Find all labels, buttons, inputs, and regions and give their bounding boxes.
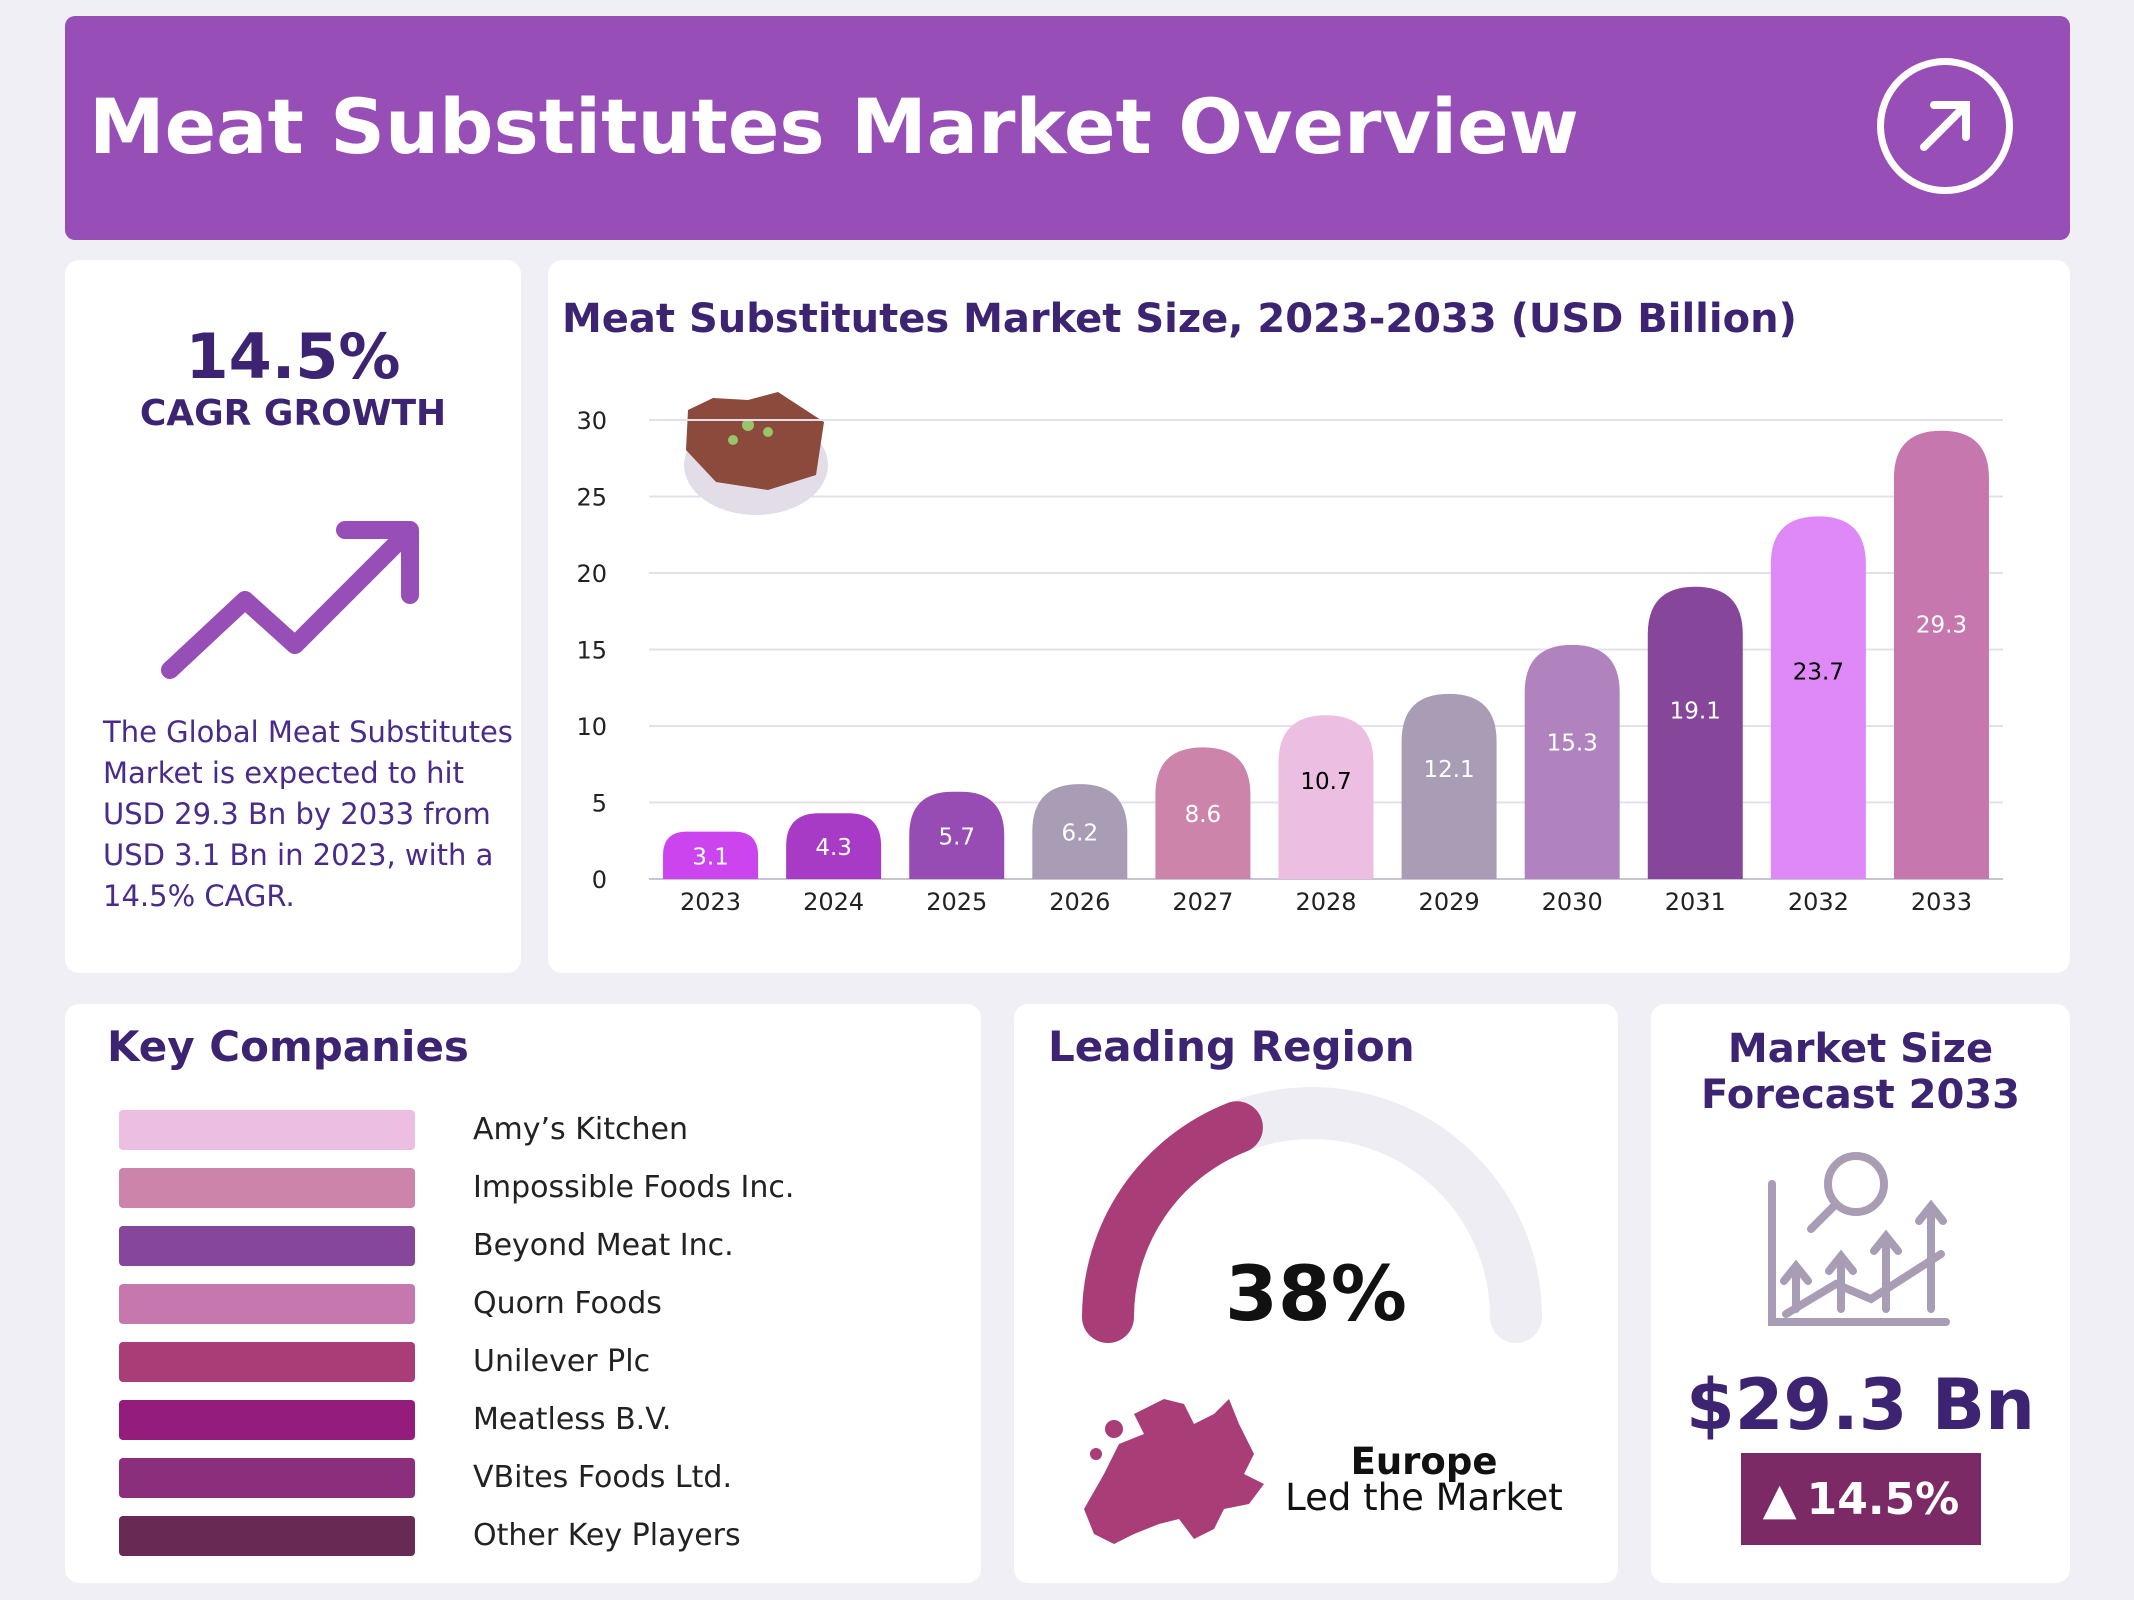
company-name: Beyond Meat Inc. <box>473 1228 734 1263</box>
cagr-description: The Global Meat Substitutes Market is ex… <box>103 715 513 913</box>
header-banner: Meat Substitutes Market Overview <box>65 16 2070 240</box>
company-swatch <box>119 1284 415 1324</box>
chart-card: Meat Substitutes Market Size, 2023-2033 … <box>548 260 2070 973</box>
x-tick-label: 2031 <box>1665 888 1726 916</box>
key-companies-card: Key Companies Amy’s Kitchen Impossible F… <box>65 1004 981 1583</box>
y-tick-label: 30 <box>576 407 607 435</box>
y-tick-label: 0 <box>592 866 607 894</box>
bar-value-label: 29.3 <box>1916 612 1967 638</box>
europe-map-icon <box>1084 1399 1264 1544</box>
bar-value-label: 19.1 <box>1670 698 1721 724</box>
x-tick-label: 2028 <box>1295 888 1356 916</box>
arrow-up-right-icon[interactable] <box>1877 58 2013 194</box>
forecast-title-2: Forecast 2033 <box>1701 1072 2020 1118</box>
y-tick-label: 15 <box>576 637 607 665</box>
company-swatch <box>119 1226 415 1266</box>
trend-arrow-icon <box>161 521 419 679</box>
company-swatch <box>119 1110 415 1150</box>
bar-value-label: 15.3 <box>1547 730 1598 756</box>
bar-chart: 0510152025303.120234.320245.720256.22026… <box>576 392 2003 916</box>
y-tick-label: 5 <box>592 790 607 818</box>
bar-value-label: 3.1 <box>692 844 729 870</box>
triangle-up-icon: ▲ <box>1762 1473 1797 1525</box>
y-tick-label: 10 <box>576 713 607 741</box>
bar-2032 <box>1770 516 1866 879</box>
bar-2024 <box>786 813 882 879</box>
bar-value-label: 12.1 <box>1423 757 1474 783</box>
bar-2027 <box>1155 747 1251 879</box>
bar-value-label: 5.7 <box>938 824 975 850</box>
x-tick-label: 2026 <box>1049 888 1110 916</box>
companies-title: Key Companies <box>107 1022 469 1071</box>
company-swatch <box>119 1458 415 1498</box>
page-title: Meat Substitutes Market Overview <box>89 82 1579 171</box>
cagr-label: CAGR GROWTH <box>139 393 447 434</box>
cagr-card: 14.5% CAGR GROWTH The Global Meat Substi… <box>65 260 521 973</box>
company-name: Impossible Foods Inc. <box>473 1170 795 1205</box>
company-name: Unilever Plc <box>473 1344 651 1379</box>
company-name: Quorn Foods <box>473 1286 662 1321</box>
bar-value-label: 23.7 <box>1793 660 1844 686</box>
region-subtitle: Led the Market <box>1285 1476 1563 1519</box>
forecast-value: $29.3 Bn <box>1686 1364 2035 1446</box>
bar-value-label: 6.2 <box>1062 821 1099 847</box>
company-swatch <box>119 1168 415 1208</box>
bar-2023 <box>663 831 759 879</box>
bar-2033 <box>1893 430 1989 879</box>
growth-badge: ▲ 14.5% <box>1741 1453 1981 1545</box>
y-tick-label: 20 <box>576 560 607 588</box>
bar-2030 <box>1524 644 1620 879</box>
bar-value-label: 10.7 <box>1300 769 1351 795</box>
company-name: Meatless B.V. <box>473 1402 672 1437</box>
growth-chart-icon <box>1768 1152 1950 1326</box>
region-name: Europe <box>1350 1440 1498 1483</box>
x-tick-label: 2027 <box>1172 888 1233 916</box>
forecast-title-1: Market Size <box>1727 1026 1994 1072</box>
bar-value-label: 4.3 <box>815 835 852 861</box>
bar-2025 <box>909 791 1005 879</box>
x-tick-label: 2032 <box>1788 888 1849 916</box>
region-title: Leading Region <box>1048 1022 1415 1071</box>
x-tick-label: 2025 <box>926 888 987 916</box>
growth-value: 14.5% <box>1806 1473 1960 1525</box>
company-swatch <box>119 1516 415 1556</box>
food-bowl-icon <box>684 392 828 515</box>
bar-2026 <box>1032 784 1128 879</box>
bar-2029 <box>1401 693 1497 879</box>
bar-2031 <box>1647 586 1743 879</box>
cagr-value: 14.5% <box>185 320 401 393</box>
leading-region-card: Leading Region 38% Europe Led the Market <box>1014 1004 1618 1583</box>
y-tick-label: 25 <box>576 484 607 512</box>
chart-title: Meat Substitutes Market Size, 2023-2033 … <box>562 296 1797 342</box>
bar-2028 <box>1278 715 1374 879</box>
x-tick-label: 2023 <box>680 888 741 916</box>
company-swatch <box>119 1400 415 1440</box>
company-swatch <box>119 1342 415 1382</box>
gauge-fill <box>1082 1101 1263 1343</box>
x-tick-label: 2024 <box>803 888 864 916</box>
region-gauge <box>1082 1087 1542 1544</box>
x-tick-label: 2033 <box>1911 888 1972 916</box>
x-tick-label: 2029 <box>1419 888 1480 916</box>
company-name: Amy’s Kitchen <box>473 1112 688 1147</box>
forecast-card: Market Size Forecast 2033 $29.3 Bn ▲ 14.5… <box>1651 1004 2070 1583</box>
bar-value-label: 8.6 <box>1185 802 1222 828</box>
company-name: VBites Foods Ltd. <box>473 1460 732 1495</box>
region-share: 38% <box>1225 1249 1407 1338</box>
company-name: Other Key Players <box>473 1518 741 1553</box>
x-tick-label: 2030 <box>1542 888 1603 916</box>
